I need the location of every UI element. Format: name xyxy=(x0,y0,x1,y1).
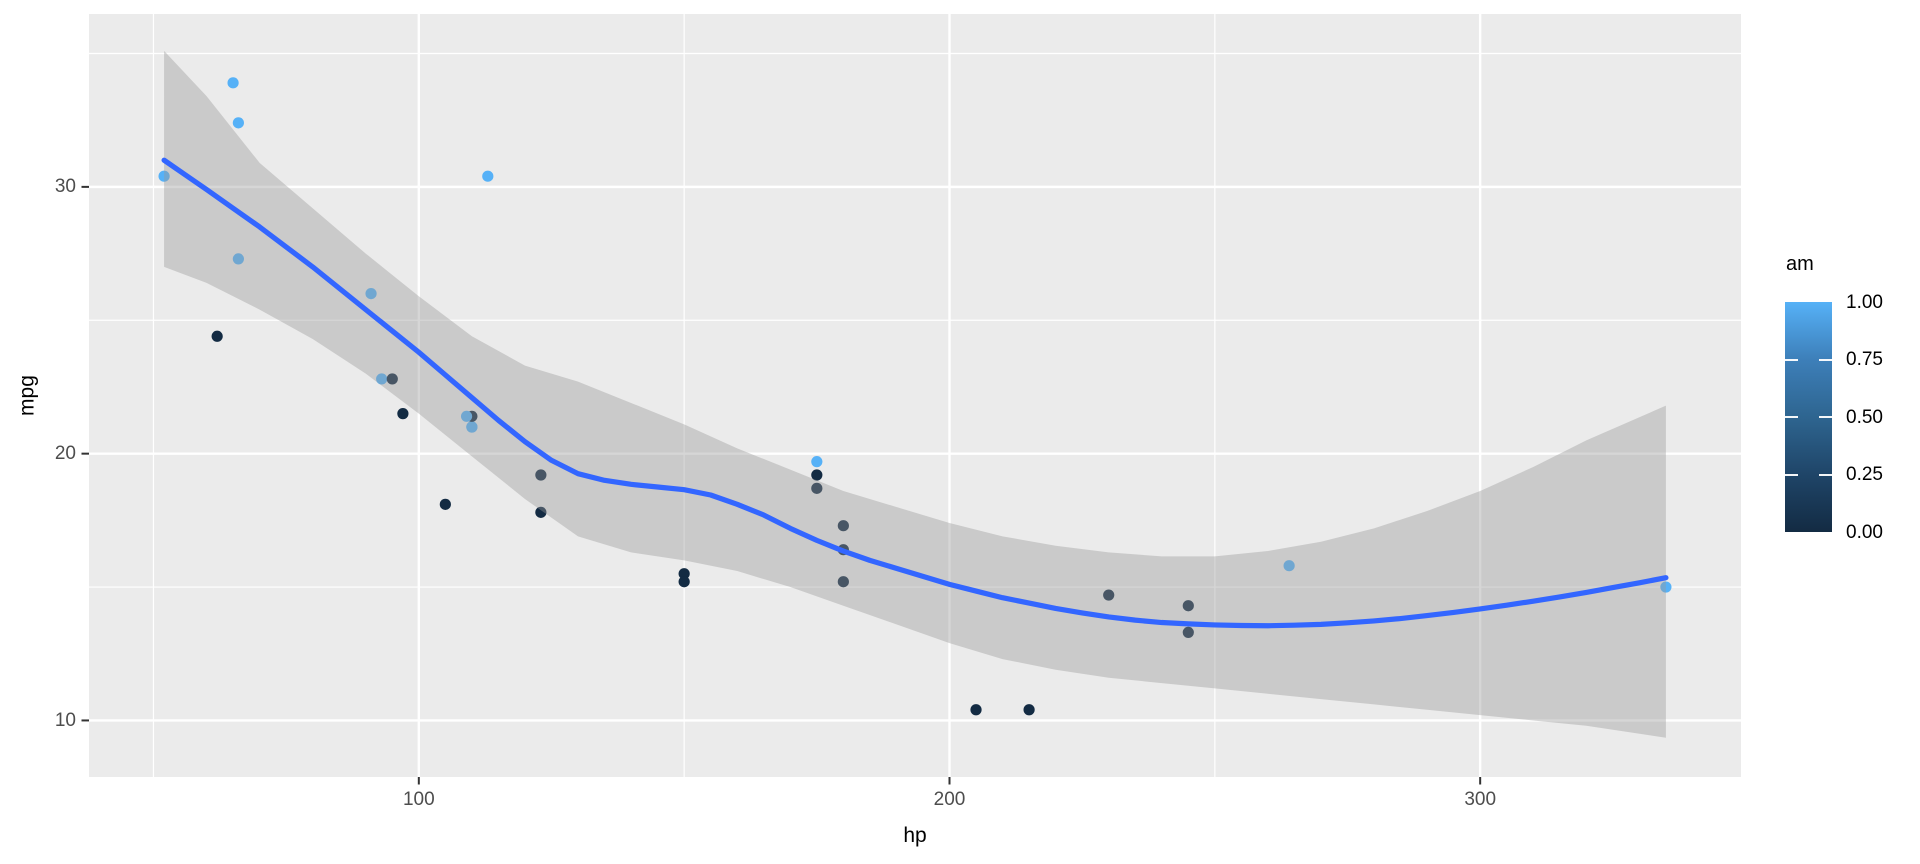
data-point xyxy=(386,373,398,385)
data-point xyxy=(837,520,849,532)
legend-bar-tick xyxy=(1819,416,1832,418)
panel-background xyxy=(89,14,1741,777)
y-tick-label-10: 10 xyxy=(54,709,76,731)
data-point xyxy=(1660,581,1672,593)
legend-gradient-bar xyxy=(1785,302,1832,532)
legend-title: am xyxy=(1786,253,1814,275)
data-point xyxy=(466,421,478,433)
legend-label-0.25: 0.25 xyxy=(1846,464,1883,485)
legend-bar-tick xyxy=(1785,358,1798,361)
data-point xyxy=(970,704,982,716)
legend-label-0.50: 0.50 xyxy=(1846,406,1883,428)
data-point xyxy=(535,506,547,518)
data-point xyxy=(376,373,388,385)
data-point xyxy=(1103,589,1115,601)
data-point xyxy=(811,469,823,481)
data-point xyxy=(678,568,690,580)
data-point xyxy=(232,253,244,265)
legend-label-0.00: 0.00 xyxy=(1846,521,1883,543)
legend-bar-tick xyxy=(1785,473,1798,476)
y-axis-title: mpg xyxy=(15,375,39,416)
legend-am-colorbar: am 1.00 0.75 0.50 0.25 0.00 xyxy=(1785,252,1915,552)
data-point xyxy=(1283,560,1295,572)
data-point xyxy=(232,117,244,129)
smooth-confidence-ribbon xyxy=(164,50,1666,738)
data-point xyxy=(439,498,451,510)
legend-label-1.00: 1.00 xyxy=(1846,291,1883,313)
data-point xyxy=(460,410,473,422)
data-point xyxy=(811,456,823,468)
legend-bar-tick xyxy=(1819,473,1832,476)
x-tick-label-200: 200 xyxy=(933,789,966,810)
data-point xyxy=(211,330,223,342)
data-point xyxy=(811,482,823,494)
x-axis-title: hp xyxy=(903,824,927,847)
x-tick-label-300: 300 xyxy=(1464,789,1497,810)
data-point xyxy=(365,287,377,300)
data-point xyxy=(837,576,849,588)
smooth-line xyxy=(161,157,1669,629)
data-point xyxy=(227,77,239,89)
legend-bar-tick xyxy=(1785,416,1798,418)
data-point xyxy=(1023,704,1035,716)
data-point xyxy=(397,408,409,420)
data-point xyxy=(482,170,494,182)
legend-label-0.75: 0.75 xyxy=(1846,349,1883,370)
data-point xyxy=(678,576,690,588)
data-point xyxy=(535,469,547,481)
legend-bar-tick xyxy=(1819,358,1832,361)
y-tick-label-20: 20 xyxy=(54,443,76,465)
data-point xyxy=(1182,600,1194,612)
data-point xyxy=(158,170,170,182)
y-tick-label-30: 30 xyxy=(54,176,76,198)
data-point xyxy=(1182,626,1194,639)
x-tick-label-100: 100 xyxy=(402,789,435,810)
